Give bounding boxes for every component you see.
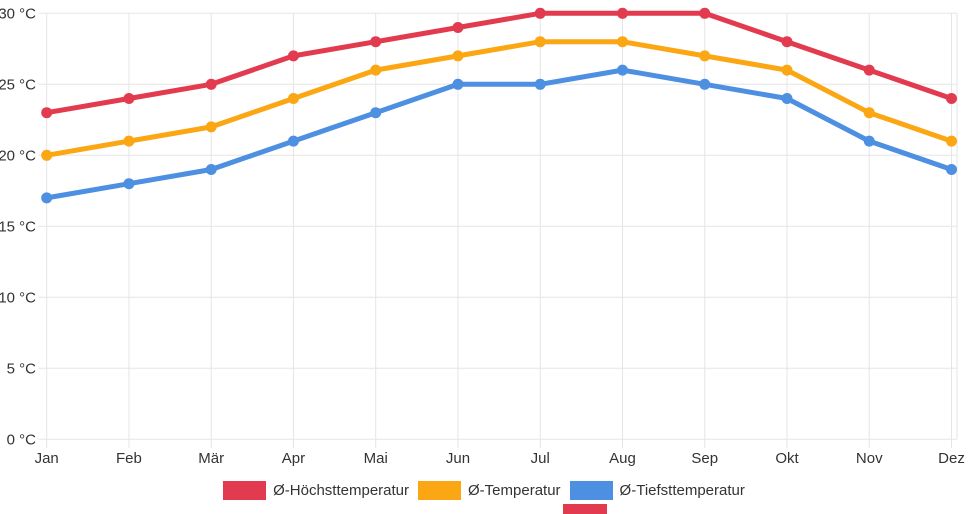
data-point[interactable] (452, 22, 464, 33)
data-point[interactable] (534, 36, 546, 48)
data-point[interactable] (863, 64, 875, 76)
data-point[interactable] (452, 50, 464, 62)
data-point[interactable] (287, 135, 299, 147)
legend-swatch (223, 481, 267, 500)
data-point[interactable] (534, 7, 546, 19)
data-point[interactable] (287, 93, 299, 104)
data-point[interactable] (41, 149, 53, 161)
data-point[interactable] (616, 64, 628, 76)
series-2 (41, 64, 957, 204)
series-1 (41, 36, 957, 161)
data-point[interactable] (946, 135, 957, 147)
x-axis-label: Nov (856, 450, 883, 467)
data-point[interactable] (781, 36, 793, 48)
y-axis-label: 20 °C (0, 147, 36, 164)
x-axis-label: Mai (364, 450, 388, 467)
series-line-2 (44, 67, 954, 201)
y-axis-label: 0 °C (7, 431, 37, 448)
data-point[interactable] (123, 178, 135, 190)
legend-label: Ø-Temperatur (468, 482, 561, 499)
temperature-line-chart: 0 °C 5 °C 10 °C 15 °C 20 °C 25 °C 30 °C Jan Feb M… (0, 5, 965, 467)
y-axis-label: 5 °C (7, 360, 37, 377)
series-line-0 (44, 10, 954, 116)
data-point[interactable] (287, 50, 299, 62)
data-point[interactable] (863, 135, 875, 147)
data-point[interactable] (946, 164, 957, 175)
legend-item-0[interactable]: Ø-Höchsttemperatur (223, 481, 409, 500)
gridlines (38, 12, 958, 448)
x-axis-label: Jul (531, 450, 550, 467)
legend-label: Ø-Tiefsttemperatur (619, 482, 745, 499)
data-point[interactable] (616, 7, 628, 19)
legend-item-1[interactable]: Ø-Temperatur (418, 481, 561, 500)
y-axis-label: 25 °C (0, 76, 36, 93)
legend-label: Ø-Höchsttemperatur (273, 482, 410, 499)
x-axis-label: Dez (938, 450, 965, 467)
data-point[interactable] (370, 36, 382, 48)
y-axis-label: 10 °C (0, 289, 36, 306)
x-axis-label: Apr (282, 450, 305, 467)
x-axis-label: Sep (691, 450, 718, 467)
x-axis-label: Aug (609, 450, 636, 467)
data-point[interactable] (534, 78, 546, 90)
data-point[interactable] (123, 93, 135, 104)
x-axis: Jan Feb Mär Apr Mai Jun Jul Aug Sep Okt Nov Dez (35, 450, 965, 467)
data-point[interactable] (699, 7, 711, 19)
x-axis-label: Jun (446, 450, 470, 467)
data-point[interactable] (699, 50, 711, 62)
data-point[interactable] (370, 64, 382, 76)
legend-item-2[interactable]: Ø-Tiefsttemperatur (569, 481, 745, 500)
data-point[interactable] (205, 164, 217, 175)
series-0 (41, 7, 957, 119)
legend-row2-swatch-clipped (563, 504, 607, 514)
data-point[interactable] (781, 64, 793, 76)
y-axis-label: 30 °C (0, 5, 36, 22)
data-point[interactable] (123, 135, 135, 147)
data-point[interactable] (863, 107, 875, 119)
data-point[interactable] (616, 36, 628, 48)
legend-swatch (418, 481, 462, 500)
data-point[interactable] (205, 78, 217, 90)
data-point[interactable] (205, 121, 217, 133)
data-point[interactable] (781, 93, 793, 104)
data-point[interactable] (370, 107, 382, 119)
x-axis-label: Jan (35, 450, 59, 467)
data-point[interactable] (41, 107, 53, 119)
data-point[interactable] (699, 78, 711, 90)
y-axis: 0 °C 5 °C 10 °C 15 °C 20 °C 25 °C 30 °C (0, 5, 36, 448)
data-point[interactable] (41, 192, 53, 204)
chart-legend: Ø-Höchsttemperatur Ø-Temperatur Ø-Tiefstte… (0, 481, 968, 500)
data-point[interactable] (946, 93, 957, 104)
x-axis-label: Mär (198, 450, 224, 467)
data-point[interactable] (452, 78, 464, 90)
x-axis-label: Feb (116, 450, 142, 467)
series-line-1 (44, 39, 954, 158)
y-axis-label: 15 °C (0, 218, 36, 235)
legend-swatch (569, 481, 613, 500)
x-axis-label: Okt (775, 450, 799, 467)
